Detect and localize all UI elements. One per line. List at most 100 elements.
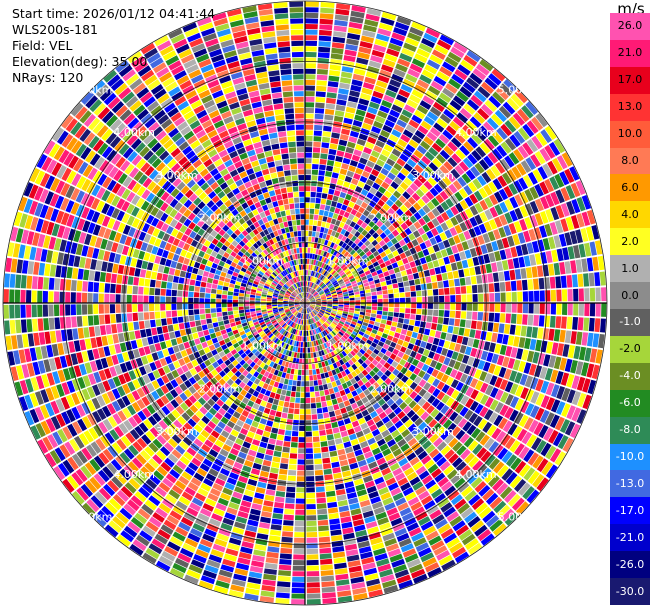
velocity-gate: [175, 376, 184, 385]
velocity-gate: [305, 300, 310, 303]
velocity-gate: [259, 441, 268, 449]
velocity-gate: [84, 480, 98, 494]
velocity-gate: [116, 323, 123, 333]
velocity-gate: [406, 471, 418, 481]
velocity-gate: [513, 221, 523, 233]
velocity-gate: [312, 335, 315, 341]
velocity-gate: [134, 512, 148, 525]
velocity-gate: [559, 329, 566, 343]
velocity-gate: [217, 434, 227, 443]
velocity-gate: [312, 147, 321, 153]
velocity-gate: [288, 327, 293, 333]
velocity-gate: [241, 541, 254, 549]
velocity-gate: [346, 226, 353, 233]
velocity-gate: [306, 470, 314, 476]
velocity-gate: [375, 190, 383, 199]
velocity-gate: [66, 394, 76, 408]
velocity-gate: [313, 309, 319, 314]
velocity-gate: [388, 373, 396, 381]
velocity-gate: [525, 389, 535, 402]
velocity-gate: [202, 503, 214, 512]
velocity-gate: [323, 468, 332, 475]
velocity-gate: [329, 235, 334, 242]
velocity-gate: [305, 414, 312, 420]
velocity-gate: [357, 233, 365, 241]
velocity-gate: [220, 522, 233, 532]
velocity-gate: [218, 351, 226, 358]
velocity-gate: [380, 374, 388, 382]
velocity-gate: [93, 513, 107, 527]
velocity-gate: [205, 498, 217, 507]
velocity-gate: [290, 447, 298, 454]
velocity-gate: [335, 8, 350, 16]
velocity-gate: [383, 328, 390, 335]
velocity-gate: [169, 567, 185, 579]
velocity-gate: [332, 304, 338, 307]
velocity-gate: [332, 299, 338, 302]
velocity-gate: [422, 349, 430, 357]
velocity-gate: [244, 349, 251, 355]
velocity-gate: [366, 192, 375, 200]
velocity-gate: [324, 264, 329, 270]
velocity-gate: [306, 275, 308, 281]
velocity-gate: [397, 322, 403, 329]
velocity-gate: [316, 303, 322, 305]
velocity-gate: [496, 261, 504, 272]
velocity-gate: [502, 101, 516, 115]
velocity-gate: [306, 281, 309, 287]
velocity-gate: [470, 347, 478, 358]
velocity-gate: [298, 324, 301, 330]
velocity-gate: [149, 344, 157, 353]
velocity-gate: [305, 230, 309, 236]
velocity-gate: [488, 252, 496, 263]
velocity-gate: [269, 354, 275, 361]
velocity-gate: [359, 260, 366, 267]
velocity-gate: [235, 363, 242, 370]
velocity-gate: [292, 316, 296, 322]
velocity-gate: [499, 214, 508, 226]
velocity-gate: [464, 452, 475, 464]
velocity-gate: [283, 355, 288, 361]
velocity-gate: [220, 329, 227, 335]
velocity-gate: [210, 293, 216, 299]
velocity-gate: [455, 294, 461, 303]
velocity-gate: [306, 526, 317, 532]
velocity-gate: [309, 276, 312, 282]
velocity-gate: [306, 292, 308, 298]
velocity-gate: [424, 415, 434, 425]
velocity-gate: [376, 362, 383, 370]
velocity-gate: [306, 319, 309, 325]
velocity-gate: [166, 514, 180, 526]
velocity-gate: [71, 406, 81, 420]
velocity-gate: [306, 565, 319, 571]
velocity-gate: [418, 43, 433, 54]
velocity-gate: [424, 239, 432, 248]
velocity-gate: [315, 475, 324, 482]
velocity-gate: [151, 490, 164, 502]
velocity-gate: [169, 510, 182, 521]
velocity-gate: [393, 312, 399, 318]
velocity-gate: [365, 292, 372, 297]
velocity-gate: [205, 411, 214, 420]
velocity-gate: [354, 449, 363, 457]
velocity-gate: [344, 112, 355, 119]
velocity-gate: [241, 409, 250, 418]
velocity-gate: [319, 18, 333, 25]
velocity-gate: [172, 505, 185, 516]
velocity-gate: [37, 360, 46, 374]
velocity-gate: [582, 378, 591, 393]
velocity-gate: [390, 273, 397, 280]
velocity-gate: [359, 41, 373, 49]
velocity-gate: [111, 388, 121, 400]
velocity-gate: [237, 510, 249, 519]
velocity-gate: [256, 533, 269, 540]
velocity-gate: [319, 24, 333, 31]
velocity-gate: [227, 453, 237, 461]
velocity-gate: [294, 311, 299, 317]
velocity-gate: [244, 436, 253, 444]
velocity-gate: [372, 195, 380, 203]
velocity-gate: [542, 238, 551, 251]
velocity-gate: [201, 354, 209, 362]
velocity-gate: [399, 507, 412, 517]
velocity-gate: [222, 487, 233, 496]
